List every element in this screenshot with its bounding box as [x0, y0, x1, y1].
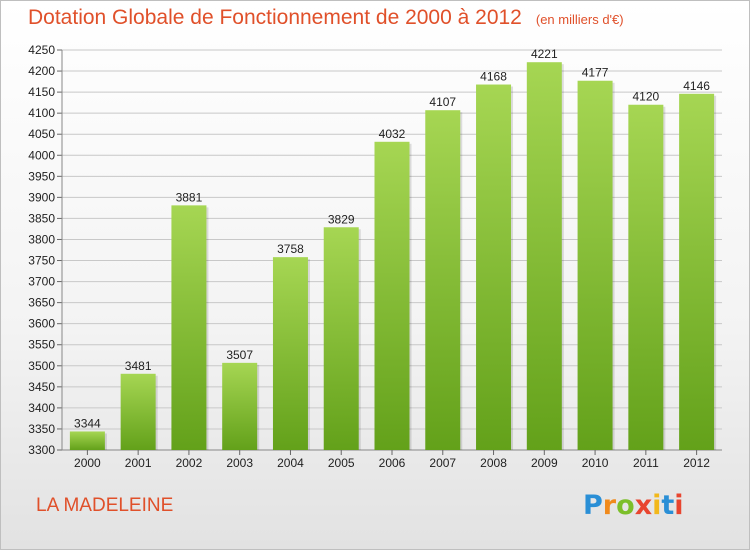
bar-2005	[323, 227, 359, 450]
y-tick-label: 4200	[28, 64, 55, 78]
data-label-2001: 3481	[125, 359, 152, 373]
x-tick-label-2009: 2009	[531, 456, 558, 470]
data-label-2007: 4107	[429, 95, 456, 109]
bar-2004	[272, 257, 308, 450]
data-label-2011: 4120	[632, 90, 659, 104]
x-tick-label-2000: 2000	[74, 456, 101, 470]
logo-letter: o	[616, 490, 635, 521]
bar-2009	[526, 62, 562, 451]
data-labels: 3344 3481 3881 3507 3758 3829 4032 4107 4168 4221…	[74, 47, 710, 430]
x-tick-label-2008: 2008	[480, 456, 507, 470]
x-tick-label-2002: 2002	[176, 456, 203, 470]
y-tick-label: 4150	[28, 85, 55, 99]
data-label-2009: 4221	[531, 47, 558, 61]
y-tick-label: 3750	[28, 254, 55, 268]
logo-letter: x	[634, 490, 653, 521]
data-label-2003: 3507	[226, 348, 253, 362]
x-tick-label-2005: 2005	[328, 456, 355, 470]
y-tick-label: 3500	[28, 359, 55, 373]
y-tick-label: 3700	[28, 275, 55, 289]
x-tick-label-2010: 2010	[582, 456, 609, 470]
y-tick-label: 3300	[28, 443, 55, 457]
x-tick-label-2007: 2007	[429, 456, 456, 470]
logo-letter: i	[674, 490, 684, 521]
y-tick-label: 3850	[28, 211, 55, 225]
data-label-2000: 3344	[74, 416, 101, 430]
y-tick-label: 4100	[28, 106, 55, 120]
x-tick-label-2011: 2011	[633, 456, 659, 470]
chart-title: Dotation Globale de Fonctionnement de 20…	[28, 6, 522, 29]
bar-2001	[120, 373, 156, 450]
y-tick-label: 3450	[28, 380, 55, 394]
bar-2011	[628, 104, 664, 450]
bar-2006	[374, 141, 410, 450]
data-label-2005: 3829	[328, 212, 355, 226]
y-tick-label: 3800	[28, 232, 55, 246]
x-axis-ticks: 2000 2001 2002 2003 2004 2005 2006 2007 2008 2009…	[74, 450, 710, 470]
x-tick-label-2006: 2006	[379, 456, 406, 470]
y-tick-label: 4050	[28, 127, 55, 141]
bar-2003	[222, 362, 258, 450]
data-label-2002: 3881	[176, 190, 203, 204]
bar-2010	[577, 80, 613, 450]
bar-2012	[679, 93, 715, 450]
y-tick-label: 3600	[28, 317, 55, 331]
bar-2000	[69, 431, 105, 450]
data-label-2008: 4168	[480, 70, 507, 84]
logo-letter: P	[583, 490, 603, 521]
logo-letter: t	[661, 490, 675, 521]
y-tick-label: 3350	[28, 422, 55, 436]
data-label-2004: 3758	[277, 242, 304, 256]
commune-name: LA MADELEINE	[36, 495, 174, 516]
y-tick-label: 3900	[28, 190, 55, 204]
logo-letter: r	[602, 490, 617, 521]
data-label-2012: 4146	[683, 79, 710, 93]
y-tick-label: 4000	[28, 148, 55, 162]
x-tick-label-2001: 2001	[125, 456, 152, 470]
bar-2007	[425, 110, 461, 451]
y-tick-label: 3550	[28, 338, 55, 352]
chart-unit: (en milliers d'€)	[535, 12, 624, 27]
chart-title-block: Dotation Globale de Fonctionnement de 20…	[28, 6, 624, 30]
x-tick-label-2003: 2003	[226, 456, 253, 470]
x-tick-label-2012: 2012	[683, 456, 710, 470]
y-tick-label: 3400	[28, 401, 55, 415]
bars	[69, 62, 717, 451]
proxiti-logo: Proxiti	[583, 490, 684, 521]
logo-letter: i	[652, 490, 662, 521]
y-tick-label: 3950	[28, 169, 55, 183]
y-tick-label: 3650	[28, 296, 55, 310]
y-tick-label: 4250	[28, 43, 55, 57]
bar-2008	[476, 84, 512, 451]
data-label-2010: 4177	[582, 66, 609, 80]
x-tick-label-2004: 2004	[277, 456, 304, 470]
data-label-2006: 4032	[379, 127, 406, 141]
bar-2002	[171, 205, 207, 450]
